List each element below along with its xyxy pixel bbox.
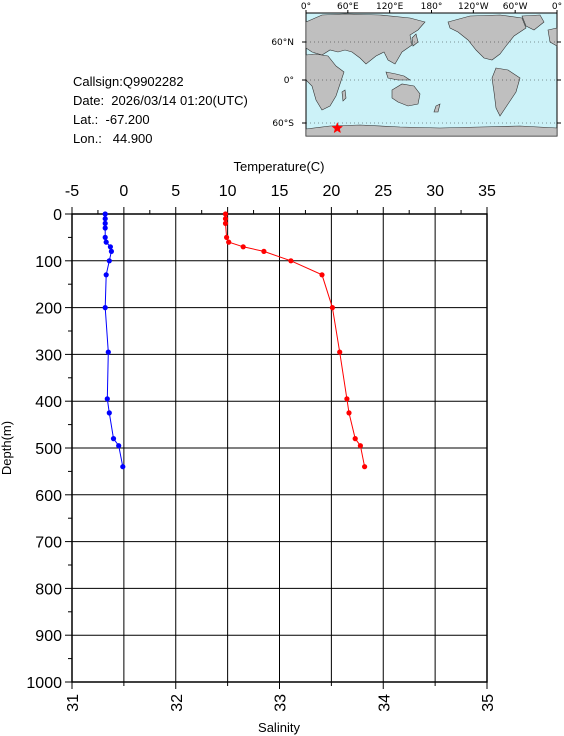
temperature-tick-label: 25 — [374, 183, 392, 200]
salinity-data-point — [329, 305, 335, 311]
map-lon-label: 60°W — [503, 2, 528, 12]
temperature-data-point — [102, 234, 108, 240]
latitude-text: Lat.: -67.200 — [73, 112, 150, 127]
temperature-data-point — [103, 239, 109, 245]
salinity-data-point — [222, 220, 229, 226]
salinity-data-point — [352, 436, 358, 442]
temperature-data-point — [103, 272, 109, 278]
temperature-axis-label: Temperature(C) — [233, 159, 324, 174]
temperature-data-point — [108, 248, 114, 254]
depth-tick-label: 200 — [35, 301, 62, 318]
axes — [65, 207, 488, 689]
temperature-data-point — [102, 305, 108, 311]
depth-tick-label: 800 — [35, 581, 62, 598]
salinity-tick-label: 35 — [480, 694, 497, 712]
longitude-text: Lon.: 44.900 — [73, 131, 153, 146]
depth-tick-label: 700 — [35, 535, 62, 552]
temperature-tick-label: 5 — [171, 183, 180, 200]
temperature-data-point — [106, 410, 112, 416]
temperature-tick-label: 35 — [478, 183, 496, 200]
map-lon-label: 120°W — [458, 2, 489, 12]
salinity-tick-label: 32 — [169, 694, 186, 712]
land-europe-west — [547, 27, 558, 47]
depth-tick-label: 600 — [35, 488, 62, 505]
map-lat-label: 0° — [284, 76, 294, 86]
station-info: Callsign:Q9902282 Date: 2026/03/14 01:20… — [73, 72, 248, 148]
temperature-data-point — [102, 225, 108, 231]
depth-axis-label: Depth(m) — [0, 421, 14, 475]
land-australia — [391, 83, 421, 107]
salinity-data-point — [362, 464, 368, 470]
salinity-data-point — [344, 396, 350, 402]
map-lat-label: 60°S — [272, 119, 294, 129]
series-group — [102, 211, 368, 470]
land-greenland — [521, 14, 545, 31]
map-lon-label: 0° — [301, 2, 311, 12]
temperature-data-point — [105, 349, 111, 355]
land-newzealand — [433, 103, 441, 113]
map-lon-label: 0° — [552, 2, 562, 12]
map-lon-label: 180° — [421, 2, 443, 12]
salinity-data-point — [346, 410, 352, 416]
depth-tick-label: 900 — [35, 628, 62, 645]
map-land — [305, 13, 558, 137]
map-lat-label: 60°N — [271, 38, 294, 48]
map-lat-labels: 60°N 0° 60°S — [271, 38, 561, 129]
land-north-america — [447, 14, 527, 61]
salinity-profile-line — [225, 214, 366, 467]
depth-tick-label: 300 — [35, 347, 62, 364]
temperature-tick-label: 0 — [119, 183, 128, 200]
salinity-tick-label: 33 — [273, 694, 290, 712]
temperature-data-point — [102, 211, 108, 217]
map-lon-labels: 0° 60°E 120°E 180° 120°W 60°W 0° — [301, 2, 562, 13]
depth-tick-label: 400 — [35, 394, 62, 411]
depth-tick-label: 0 — [53, 207, 62, 224]
salinity-data-point — [222, 216, 229, 222]
land-eurasia — [305, 13, 426, 65]
salinity-data-point — [261, 248, 267, 254]
salinity-axis-label: Salinity — [258, 720, 300, 735]
salinity-data-point — [226, 239, 232, 245]
temperature-tick-label: 30 — [426, 183, 444, 200]
temperature-data-point — [104, 396, 110, 402]
land-madagascar — [341, 89, 347, 102]
temperature-data-point — [120, 464, 126, 470]
temperature-tick-label: 15 — [271, 183, 289, 200]
temperature-data-point — [116, 443, 122, 449]
salinity-data-point — [319, 272, 325, 278]
temperature-tick-label: 20 — [322, 183, 340, 200]
salinity-data-point — [240, 244, 246, 250]
temperature-tick-label: 10 — [219, 183, 237, 200]
map-lon-label: 60°E — [337, 2, 359, 12]
depth-tick-label: 1000 — [26, 675, 62, 692]
land-africa — [305, 53, 345, 111]
salinity-data-point — [222, 211, 229, 217]
temperature-data-point — [102, 220, 108, 226]
temperature-data-point — [110, 436, 117, 442]
depth-tick-label: 500 — [35, 441, 62, 458]
salinity-tick-label: 31 — [65, 694, 82, 712]
date-text: Date: 2026/03/14 01:20(UTC) — [73, 93, 248, 108]
salinity-data-point — [337, 349, 343, 355]
salinity-tick-label: 34 — [376, 694, 393, 712]
callsign-text: Callsign:Q9902282 — [73, 74, 184, 89]
station-marker — [331, 121, 344, 134]
salinity-data-point — [357, 443, 363, 449]
temperature-data-point — [107, 244, 113, 250]
salinity-data-point — [288, 258, 294, 264]
depth-tick-label: 100 — [35, 254, 62, 271]
land-antarctica — [305, 124, 558, 137]
temperature-data-point — [102, 216, 108, 222]
temperature-data-point — [106, 258, 112, 264]
salinity-data-point — [224, 234, 230, 240]
temperature-tick-label: -5 — [65, 183, 79, 200]
map-lon-label: 120°E — [376, 2, 404, 12]
plot-border — [71, 213, 488, 683]
